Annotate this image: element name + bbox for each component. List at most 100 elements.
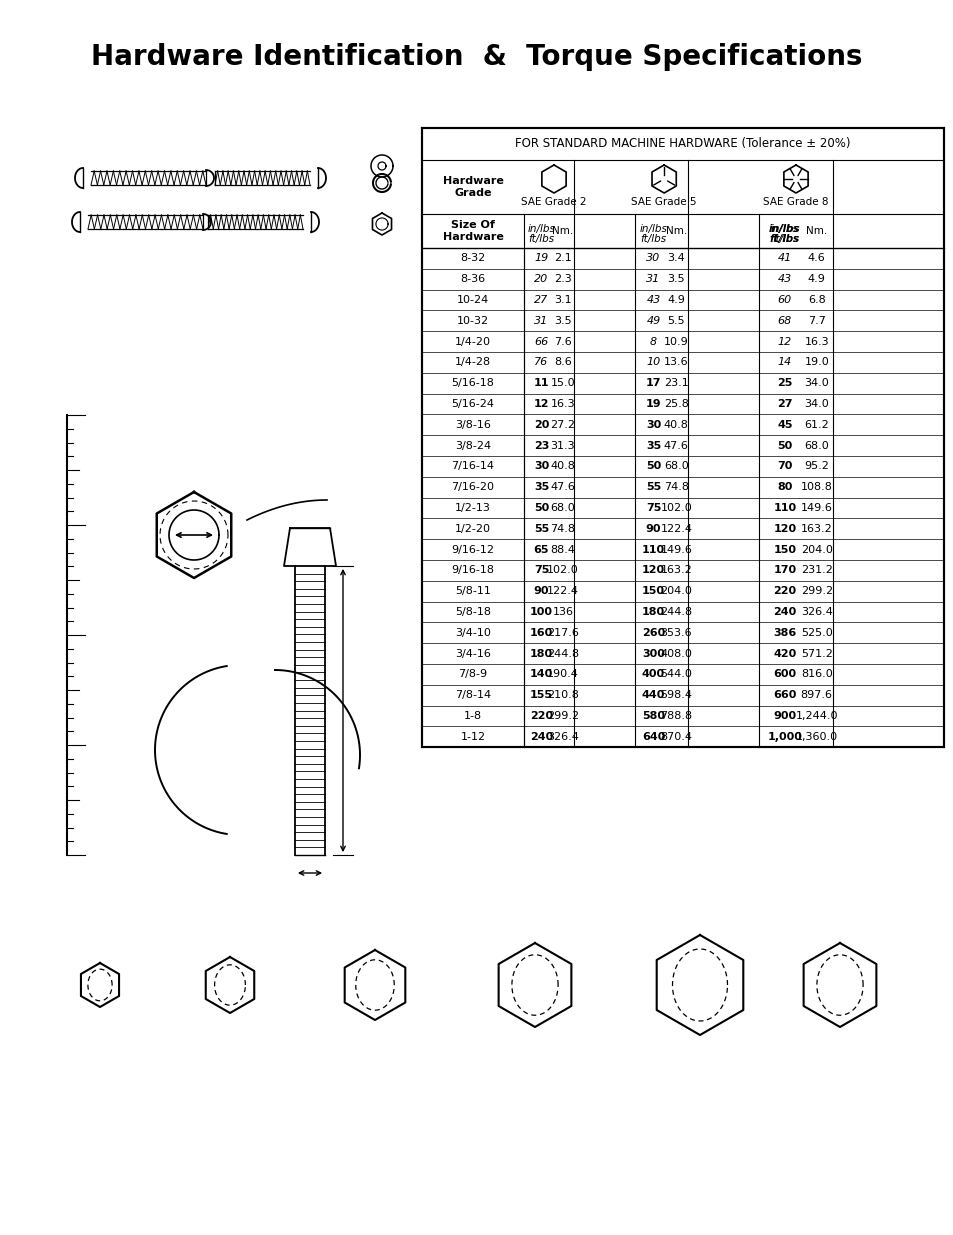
Text: 525.0: 525.0 — [800, 627, 832, 637]
Text: 7/16-14: 7/16-14 — [451, 462, 494, 472]
Text: 16.3: 16.3 — [550, 399, 575, 409]
Text: 47.6: 47.6 — [663, 441, 688, 451]
Text: 68.0: 68.0 — [803, 441, 828, 451]
Text: 210.8: 210.8 — [546, 690, 578, 700]
Text: in/lbs: in/lbs — [770, 224, 798, 233]
Text: 440: 440 — [641, 690, 664, 700]
Text: 49: 49 — [646, 316, 660, 326]
Text: 65: 65 — [533, 545, 549, 555]
Text: 788.8: 788.8 — [659, 711, 692, 721]
Text: 25: 25 — [777, 378, 792, 388]
Text: 47.6: 47.6 — [550, 482, 575, 493]
Text: 17: 17 — [645, 378, 660, 388]
Text: 3/4-10: 3/4-10 — [455, 627, 491, 637]
Text: 240: 240 — [773, 606, 796, 618]
Text: 136: 136 — [552, 606, 573, 618]
Text: 55: 55 — [534, 524, 549, 534]
Text: 20: 20 — [534, 274, 548, 284]
Text: 120: 120 — [773, 524, 796, 534]
Text: 30: 30 — [534, 462, 549, 472]
Text: 870.4: 870.4 — [659, 732, 692, 742]
Bar — [421, 128, 943, 747]
Text: 170: 170 — [773, 566, 796, 576]
Text: 160: 160 — [529, 627, 553, 637]
Text: 102.0: 102.0 — [547, 566, 578, 576]
Text: 25.8: 25.8 — [663, 399, 688, 409]
Text: 600: 600 — [773, 669, 796, 679]
Text: 150: 150 — [641, 587, 664, 597]
Text: 1/2-13: 1/2-13 — [455, 503, 491, 513]
Text: 23: 23 — [534, 441, 549, 451]
Text: 8: 8 — [649, 337, 657, 347]
Text: 3.5: 3.5 — [667, 274, 684, 284]
Text: 180: 180 — [529, 648, 553, 658]
Text: 13.6: 13.6 — [663, 357, 688, 367]
Text: 598.4: 598.4 — [659, 690, 692, 700]
Text: 10-32: 10-32 — [456, 316, 489, 326]
Text: 149.6: 149.6 — [800, 503, 832, 513]
Text: 120: 120 — [641, 566, 664, 576]
Text: 40.8: 40.8 — [550, 462, 575, 472]
Text: 408.0: 408.0 — [659, 648, 692, 658]
Text: 122.4: 122.4 — [659, 524, 692, 534]
Text: 80: 80 — [777, 482, 792, 493]
Text: 19: 19 — [645, 399, 660, 409]
Text: 1-12: 1-12 — [460, 732, 485, 742]
Text: 68.0: 68.0 — [663, 462, 688, 472]
Text: 326.4: 326.4 — [800, 606, 832, 618]
Text: ft/lbs: ft/lbs — [771, 233, 797, 245]
Text: 34.0: 34.0 — [803, 378, 828, 388]
Text: 14: 14 — [777, 357, 791, 367]
Text: 580: 580 — [641, 711, 664, 721]
Text: 31: 31 — [646, 274, 660, 284]
Text: 420: 420 — [773, 648, 796, 658]
Text: 326.4: 326.4 — [546, 732, 578, 742]
Text: 3.4: 3.4 — [667, 253, 684, 263]
Text: 240: 240 — [529, 732, 553, 742]
Text: 190.4: 190.4 — [546, 669, 578, 679]
Text: 19.0: 19.0 — [803, 357, 828, 367]
Text: 7.6: 7.6 — [554, 337, 571, 347]
Text: FOR STANDARD MACHINE HARDWARE (Tolerance ± 20%): FOR STANDARD MACHINE HARDWARE (Tolerance… — [515, 137, 850, 151]
Text: 7.7: 7.7 — [807, 316, 824, 326]
Text: 45: 45 — [777, 420, 792, 430]
Text: 31.3: 31.3 — [550, 441, 575, 451]
Text: 900: 900 — [773, 711, 796, 721]
Text: 204.0: 204.0 — [659, 587, 692, 597]
Text: ft/lbs: ft/lbs — [528, 233, 554, 245]
Text: 3.5: 3.5 — [554, 316, 571, 326]
Text: Nm.: Nm. — [805, 226, 826, 236]
Text: 8.6: 8.6 — [554, 357, 571, 367]
Text: 19: 19 — [534, 253, 548, 263]
Text: 386: 386 — [773, 627, 796, 637]
Text: 50: 50 — [645, 462, 660, 472]
Text: 5/16-24: 5/16-24 — [451, 399, 494, 409]
Text: 10-24: 10-24 — [456, 295, 489, 305]
Text: 4.9: 4.9 — [807, 274, 824, 284]
Text: 150: 150 — [773, 545, 796, 555]
Text: 400: 400 — [641, 669, 664, 679]
Text: 2.1: 2.1 — [554, 253, 571, 263]
Text: ft/lbs: ft/lbs — [769, 233, 800, 245]
Text: Nm.: Nm. — [665, 226, 686, 236]
Text: 571.2: 571.2 — [800, 648, 832, 658]
Text: 3/4-16: 3/4-16 — [455, 648, 491, 658]
Text: 544.0: 544.0 — [659, 669, 692, 679]
Text: 149.6: 149.6 — [659, 545, 692, 555]
Text: 220: 220 — [773, 587, 796, 597]
Text: 163.2: 163.2 — [800, 524, 832, 534]
Text: in/lbs: in/lbs — [639, 224, 667, 233]
Text: 5/16-18: 5/16-18 — [451, 378, 494, 388]
Text: 41: 41 — [777, 253, 791, 263]
Text: 27.2: 27.2 — [550, 420, 575, 430]
Text: 1/2-20: 1/2-20 — [455, 524, 491, 534]
Text: 15.0: 15.0 — [550, 378, 575, 388]
Text: Nm.: Nm. — [552, 226, 573, 236]
Text: 30: 30 — [645, 420, 660, 430]
Text: 204.0: 204.0 — [800, 545, 832, 555]
Text: 299.2: 299.2 — [546, 711, 578, 721]
Text: 9/16-18: 9/16-18 — [451, 566, 494, 576]
Text: 7/8-9: 7/8-9 — [458, 669, 487, 679]
Text: 353.6: 353.6 — [659, 627, 692, 637]
Text: 10.9: 10.9 — [663, 337, 688, 347]
